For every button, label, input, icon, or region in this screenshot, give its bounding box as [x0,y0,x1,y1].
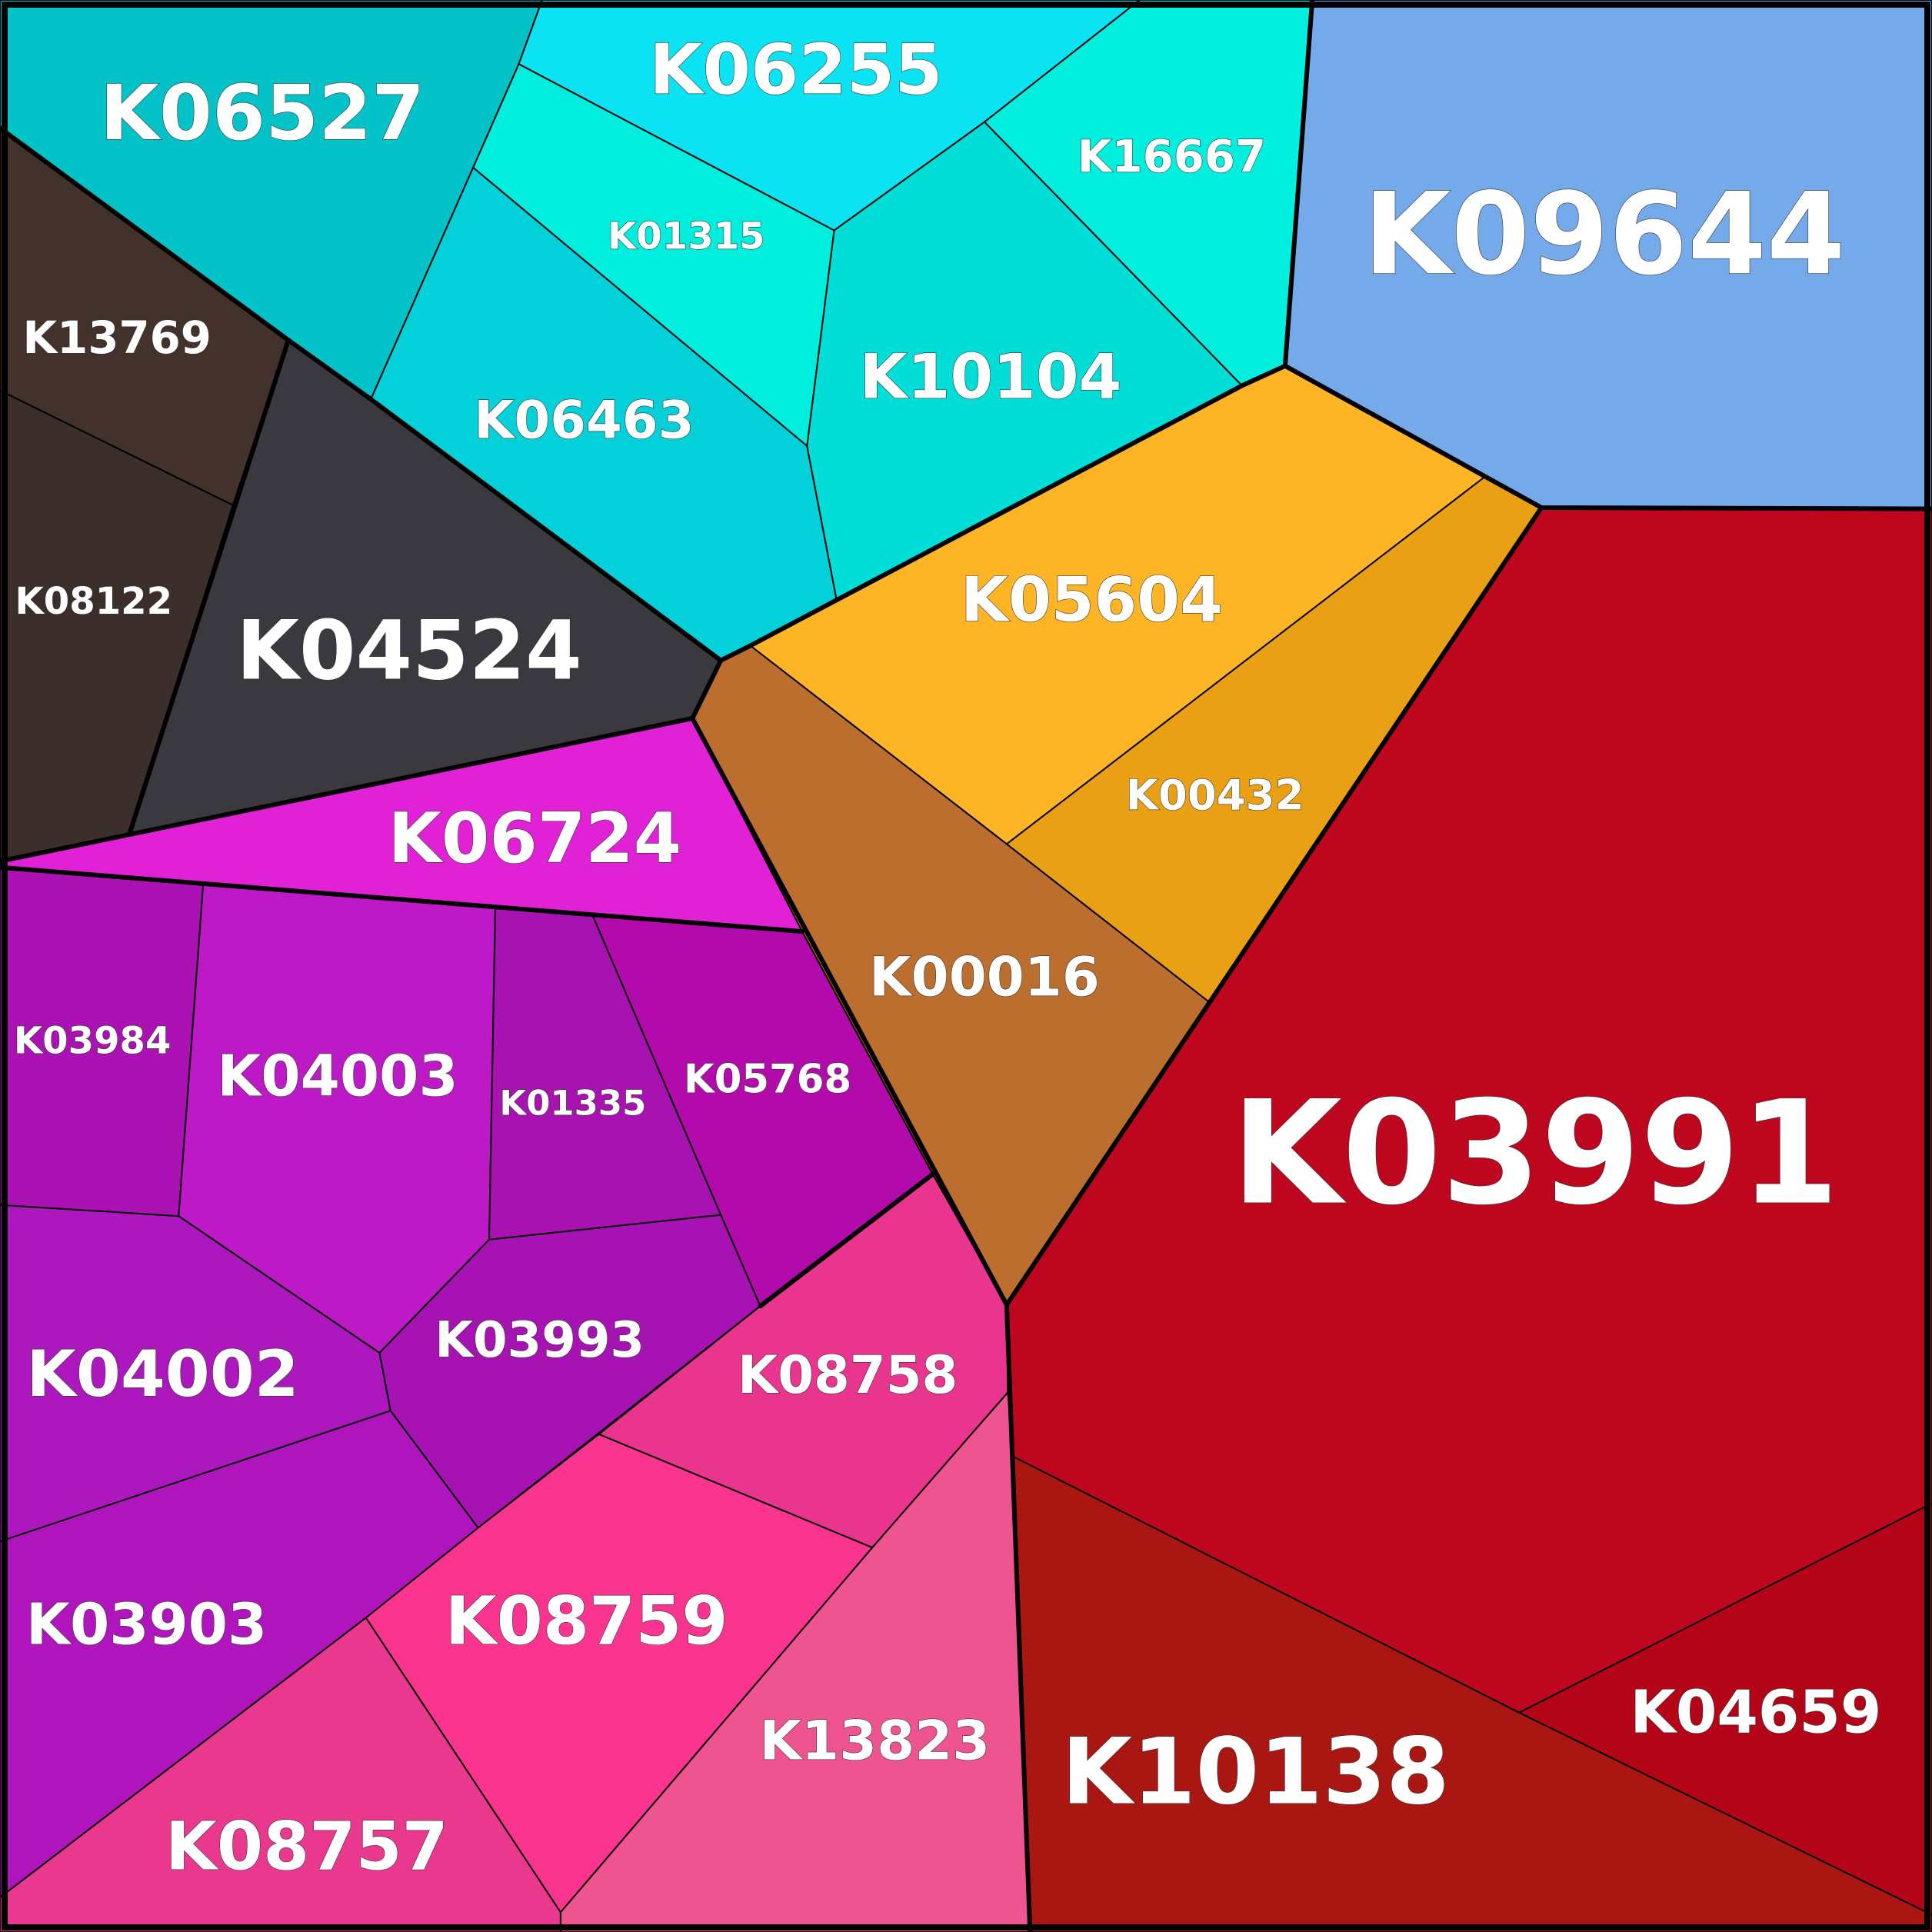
cell-label-k03984: K03984 [14,1020,172,1063]
cell-label-k13823: K13823 [759,1710,990,1773]
cell-label-k03991: K03991 [1231,1071,1839,1237]
cell-label-k06724: K06724 [388,799,682,879]
cell-label-k08758: K08758 [738,1345,958,1405]
cell-label-k06527: K06527 [100,69,425,158]
cell-label-k16667: K16667 [1078,131,1266,183]
cell-label-k04524: K04524 [236,603,582,698]
cell-label-k06255: K06255 [649,30,943,110]
cell-label-k10104: K10104 [860,341,1122,413]
cell-label-k00432: K00432 [1126,770,1304,819]
cell-label-k03903: K03903 [26,1593,267,1658]
cell-label-k09644: K09644 [1363,168,1845,300]
cell-label-k05768: K05768 [684,1056,851,1102]
cell-label-k01315: K01315 [608,215,765,258]
cell-label-k04002: K04002 [26,1337,298,1411]
cell-label-k13769: K13769 [22,311,211,364]
cell-label-k05604: K05604 [961,565,1223,636]
group-border-line [1004,1302,1033,1932]
cell-label-k06463: K06463 [474,390,694,450]
cell-label-k04003: K04003 [217,1044,458,1110]
cell-label-k08759: K08759 [445,1583,728,1660]
cell-k04659 [1518,1502,1932,1916]
cell-label-k04659: K04659 [1630,1678,1881,1747]
cell-label-k08757: K08757 [165,1809,448,1886]
treemap-labels: K06527 K06255 K16667 K01315 K06463 K10104 K096… [13,30,1882,1886]
cell-label-k10138: K10138 [1061,1719,1450,1825]
cell-label-k08122: K08122 [15,580,173,623]
group-border-line [127,338,291,837]
cell-label-k03993: K03993 [435,1312,645,1369]
cell-label-k00016: K00016 [869,945,1100,1008]
group-border-line [0,858,804,934]
group-border-line [758,1171,935,1309]
cell-label-k01335: K01335 [499,1082,646,1123]
group-border-line [0,0,1315,663]
